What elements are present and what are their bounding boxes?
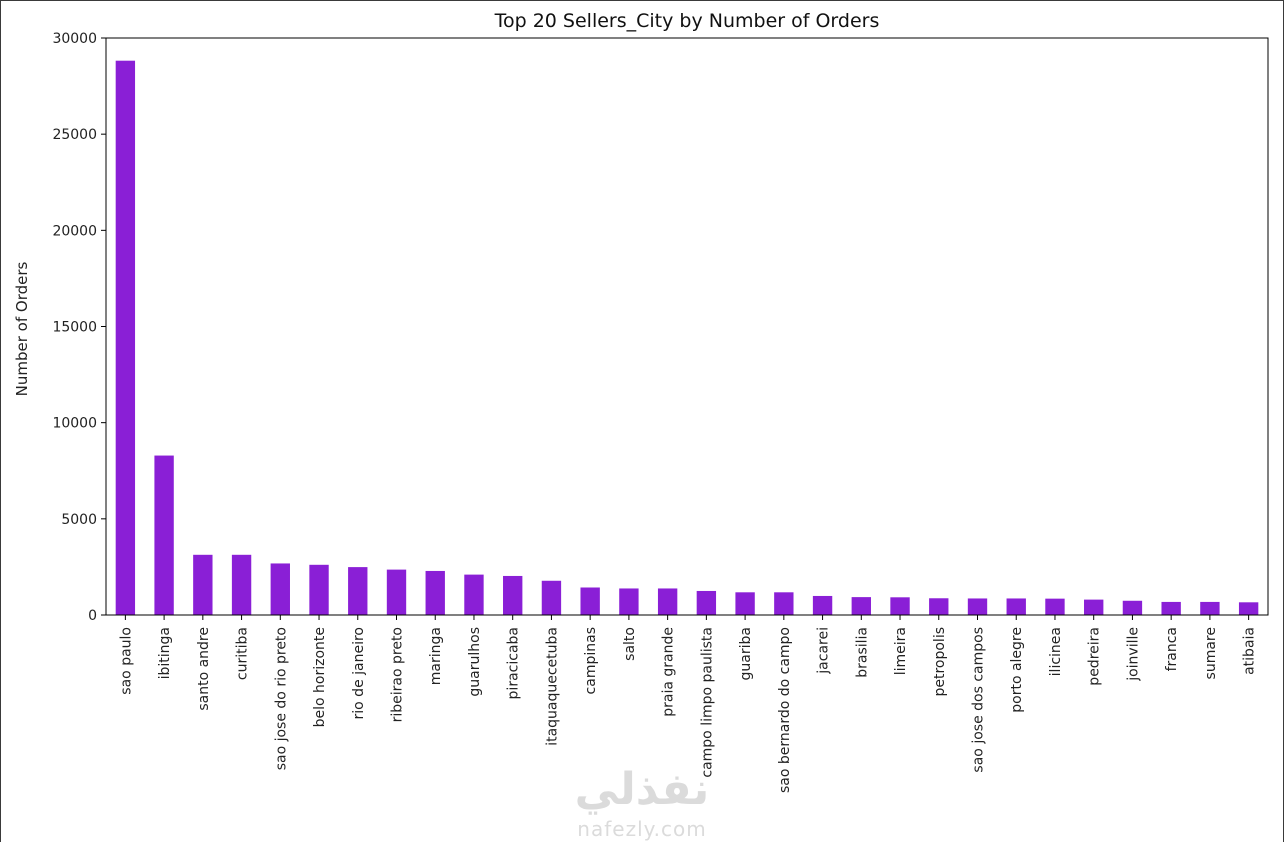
- x-tick-label: franca: [1164, 627, 1180, 671]
- bar-praia-grande: [657, 588, 678, 615]
- bar-franca: [1161, 601, 1181, 615]
- x-tick-label: campinas: [583, 627, 599, 694]
- bar-sao-bernardo-do-campo: [774, 592, 794, 615]
- x-tick-label: piracicaba: [506, 627, 522, 699]
- x-tick-label: atibaia: [1242, 627, 1258, 675]
- watermark-domain: nafezly.com: [577, 817, 706, 841]
- y-tick-label: 20000: [52, 223, 97, 239]
- bar-belo-horizonte: [309, 564, 329, 615]
- y-tick-label: 5000: [61, 512, 97, 528]
- bar-ilicinea: [1045, 598, 1065, 615]
- y-tick-label: 10000: [52, 416, 97, 432]
- x-tick-label: belo horizonte: [312, 627, 328, 727]
- y-tick-label: 0: [88, 608, 97, 624]
- x-tick-label: curitiba: [235, 627, 251, 680]
- x-tick-label: campo limpo paulista: [699, 627, 715, 778]
- x-tick-label: maringa: [428, 627, 444, 685]
- x-tick-label: sao paulo: [118, 627, 134, 695]
- bar-piracicaba: [503, 575, 523, 615]
- x-tick-label: ribeirao preto: [390, 627, 406, 722]
- bar-sumare: [1200, 601, 1220, 615]
- bar-guarulhos: [464, 574, 484, 615]
- x-tick-label: joinville: [1125, 627, 1141, 682]
- bar-santo-andre: [193, 554, 213, 615]
- y-tick-label: 25000: [52, 127, 97, 143]
- bar-joinville: [1122, 600, 1143, 615]
- bar-campinas: [580, 587, 600, 615]
- x-tick-label: praia grande: [661, 627, 677, 717]
- x-tick-label: pedreira: [1087, 627, 1103, 686]
- x-tick-label: sao jose dos campos: [971, 627, 987, 773]
- bar-brasilia: [851, 597, 871, 615]
- bar-maringa: [425, 570, 445, 615]
- bar-sao-paulo: [115, 60, 136, 616]
- x-tick-label: ilicinea: [1048, 627, 1064, 676]
- x-tick-label: santo andre: [196, 627, 212, 711]
- bar-limeira: [890, 597, 910, 615]
- bar-itaquaquecetuba: [541, 580, 562, 615]
- bar-guariba: [735, 592, 755, 615]
- x-tick-label: brasilia: [854, 627, 870, 678]
- bar-pedreira: [1084, 599, 1104, 615]
- bars-group: [115, 60, 1259, 616]
- x-tick-label: ibitinga: [157, 627, 173, 679]
- y-tick-label: 15000: [52, 320, 97, 336]
- bar-campo-limpo-paulista: [696, 590, 717, 615]
- bar-porto-alegre: [1006, 598, 1026, 615]
- watermark-arabic: نفذلي: [575, 764, 710, 815]
- bar-jacarei: [812, 595, 833, 615]
- x-ticks-group: sao paulo ibitinga santo andre curitiba sao …: [118, 615, 1258, 793]
- bar-ribeirao-preto: [386, 569, 407, 615]
- x-tick-label: guarulhos: [467, 627, 483, 697]
- x-tick-label: rio de janeiro: [351, 627, 367, 719]
- x-tick-label: guariba: [738, 627, 754, 680]
- bar-ibitinga: [154, 455, 174, 615]
- bar-rio-de-janeiro: [348, 567, 368, 615]
- x-tick-label: jacarei: [816, 627, 832, 675]
- bar-petropolis: [929, 598, 949, 615]
- x-tick-label: porto alegre: [1009, 627, 1025, 713]
- watermark: نفذلي nafezly.com: [575, 764, 710, 841]
- x-tick-label: petropolis: [932, 627, 948, 697]
- plot-area-frame: [105, 37, 1269, 616]
- y-axis-label: Number of Orders: [13, 261, 31, 396]
- bar-salto: [619, 588, 639, 615]
- x-tick-label: limeira: [893, 627, 909, 675]
- bar-atibaia: [1238, 602, 1259, 615]
- y-tick-label: 30000: [52, 31, 97, 47]
- bar-sao-jose-dos-campos: [967, 598, 988, 615]
- bar-sao-jose-do-rio-preto: [270, 563, 290, 615]
- bar-curitiba: [231, 554, 252, 615]
- x-tick-label: sao jose do rio preto: [273, 627, 289, 770]
- x-tick-label: sao bernardo do campo: [777, 627, 793, 793]
- x-tick-label: itaquaquecetuba: [544, 627, 560, 746]
- chart-title: Top 20 Sellers_City by Number of Orders: [494, 10, 880, 32]
- x-tick-label: sumare: [1203, 627, 1219, 679]
- x-tick-label: salto: [622, 627, 638, 661]
- y-ticks-group: 0 5000 10000 15000 20000 25000 30000: [52, 31, 106, 624]
